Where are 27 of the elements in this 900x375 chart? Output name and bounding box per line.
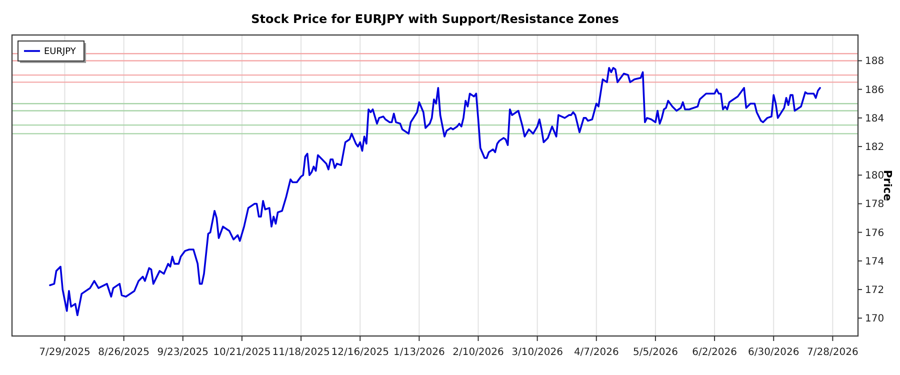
y-tick-label: 170 [865,314,884,325]
y-tick-label: 176 [865,228,884,239]
legend-label: EURJPY [44,47,76,58]
x-tick-label: 12/16/2025 [331,347,389,358]
x-tick-label: 9/23/2025 [157,347,209,358]
y-tick-label: 186 [865,84,884,96]
x-tick-label: 2/10/2026 [452,347,504,358]
y-tick-label: 182 [865,142,884,154]
x-tick-label: 6/2/2026 [692,347,737,358]
x-tick-label: 7/28/2026 [807,347,858,358]
y-tick-label: 180 [865,170,884,182]
x-tick-label: 7/29/2025 [39,347,90,358]
y-tick-label: 178 [865,199,884,210]
y-tick-label: 172 [865,285,884,296]
x-tick-label: 11/18/2025 [272,347,330,358]
x-tick-label: 1/13/2026 [394,347,445,358]
x-tick-label: 3/10/2026 [512,347,563,358]
x-tick-label: 8/26/2025 [98,347,150,358]
y-tick-label: 184 [865,113,884,124]
x-tick-label: 6/30/2026 [748,347,800,358]
y-tick-label: 188 [865,56,884,68]
line-series [49,66,821,316]
x-tick-label: 4/7/2026 [574,347,619,358]
y-tick-label: 174 [865,256,884,268]
x-tick-label: 5/5/2026 [633,347,678,358]
x-tick-label: 10/21/2025 [213,347,271,358]
chart-title: Stock Price for EURJPY with Support/Resistance Zones [251,12,619,26]
